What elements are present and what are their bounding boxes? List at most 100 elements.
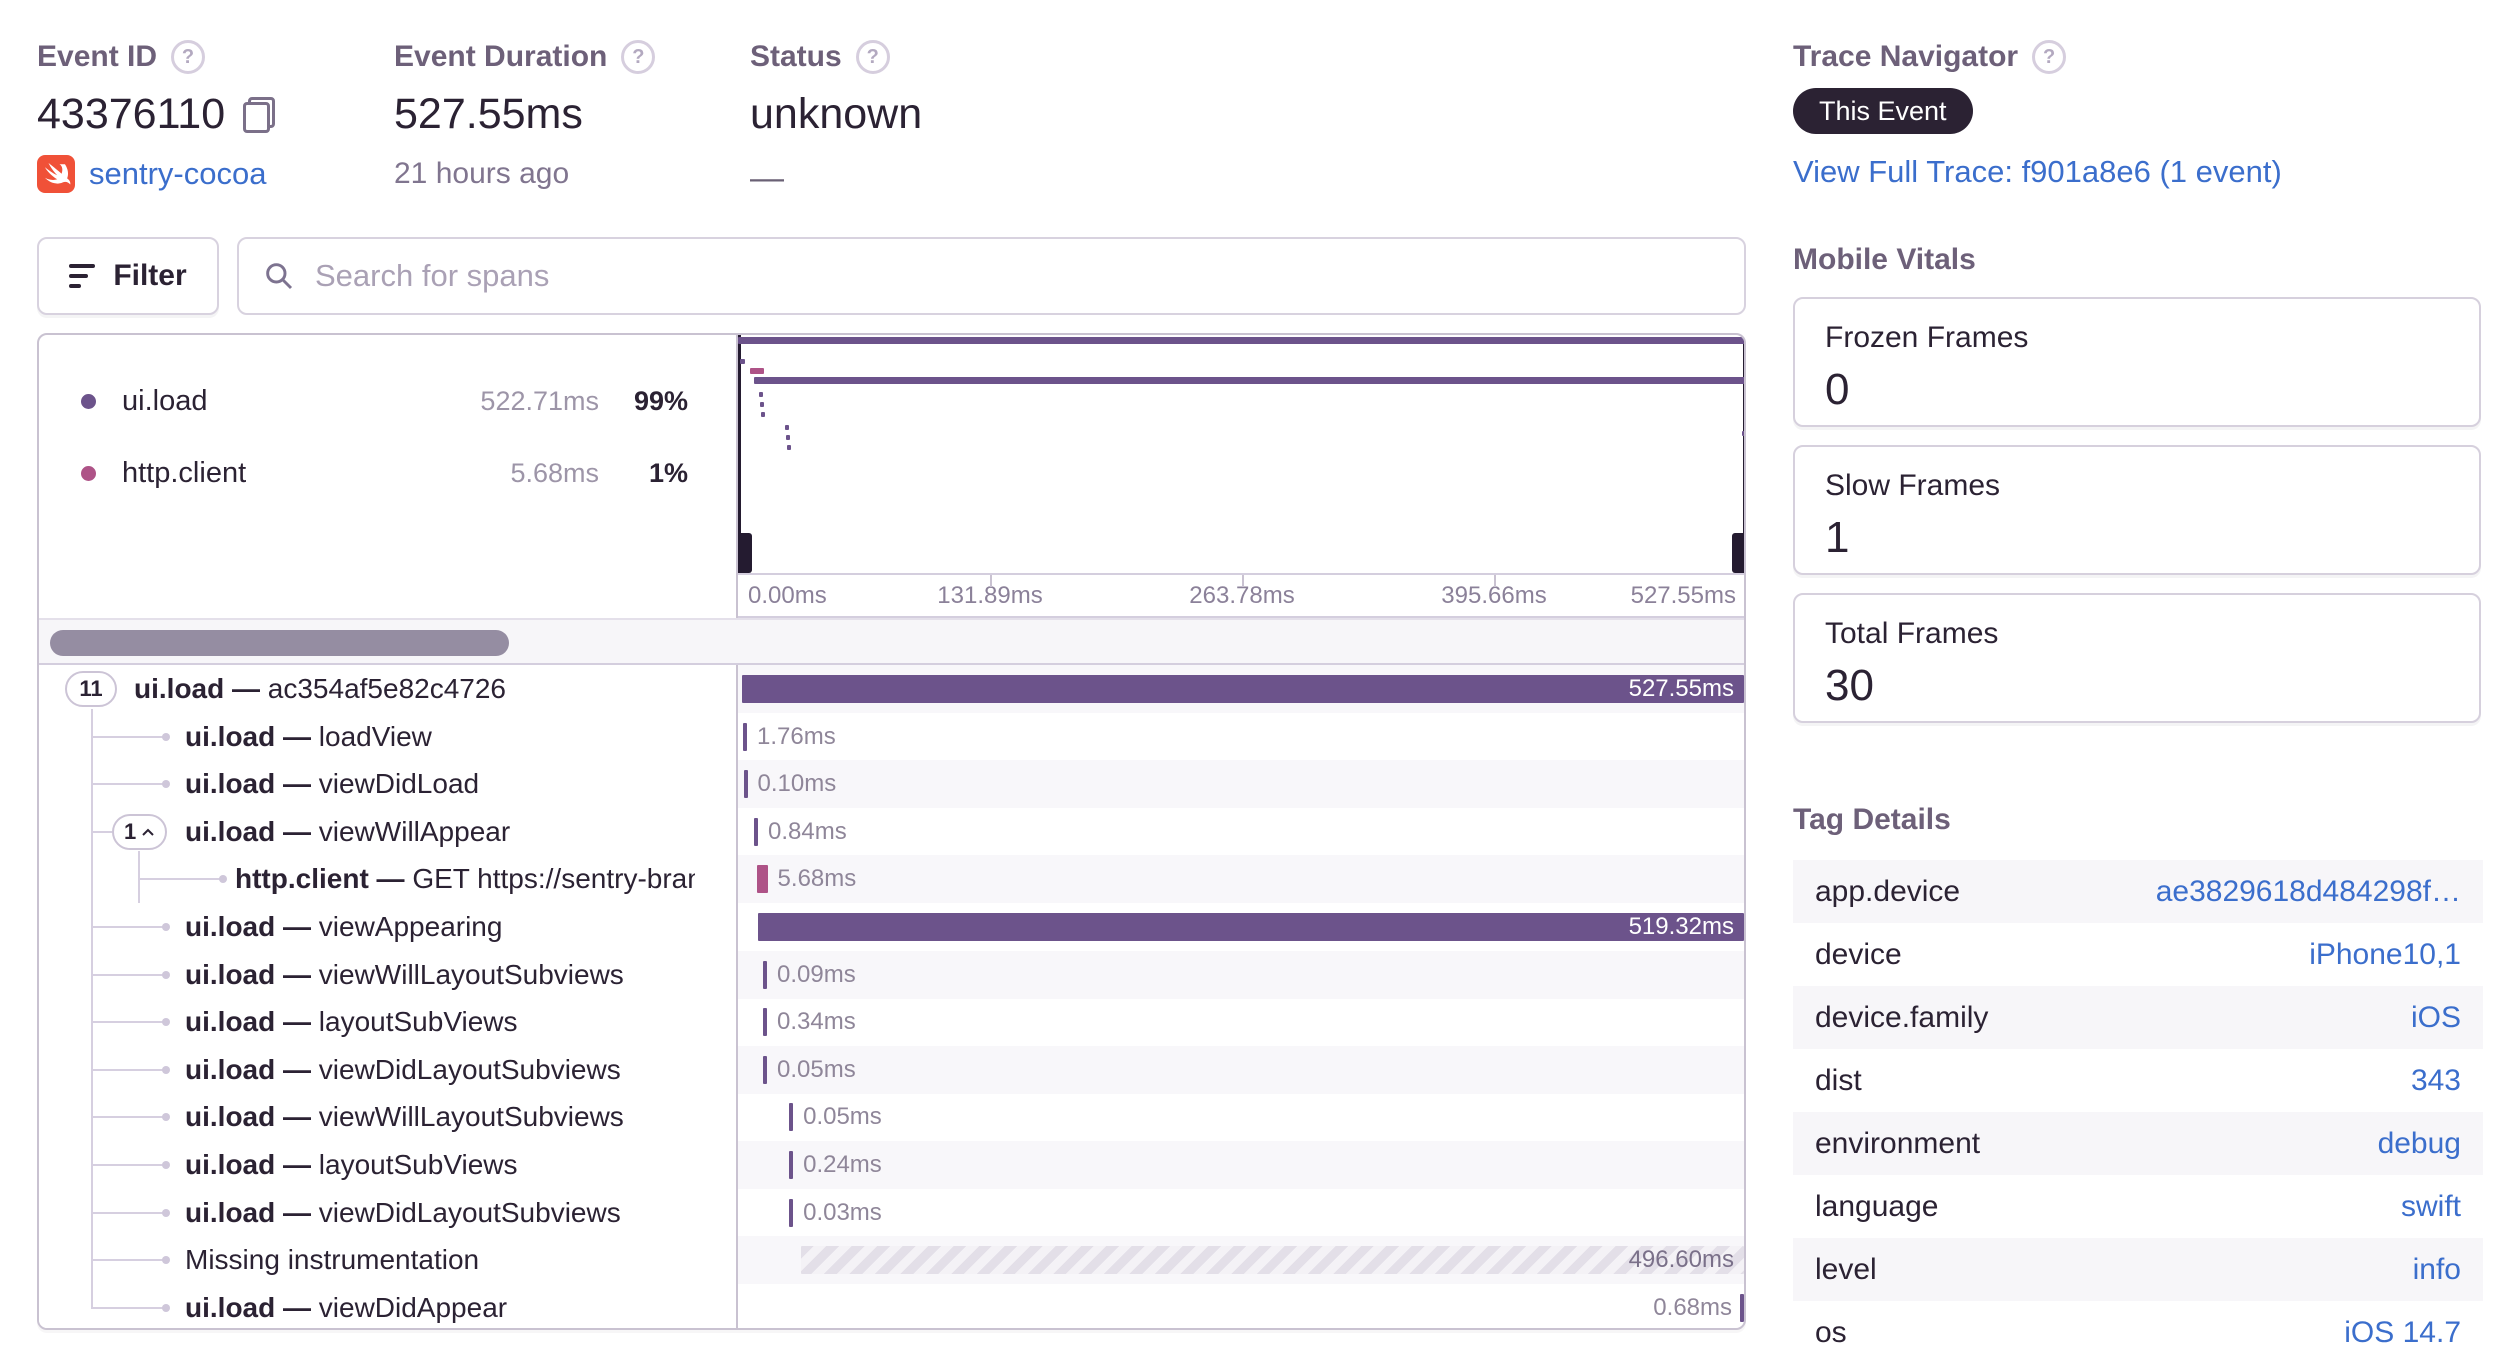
event-duration-block: Event Duration ? 527.55ms 21 hours ago (394, 40, 656, 191)
span-title: ui.load — ac354af5e82c4726 (134, 673, 506, 704)
event-duration-help-icon[interactable]: ? (621, 40, 656, 74)
tag-key: os (1815, 1315, 1847, 1349)
span-duration-label: 1.76ms (757, 722, 836, 750)
search-input[interactable] (313, 257, 1720, 295)
event-duration-value: 527.55ms (394, 90, 583, 138)
span-tree-cell: ui.load — viewDidLayoutSubviews (39, 1045, 736, 1094)
minimap-span-mark (760, 402, 765, 407)
status-help-icon[interactable]: ? (855, 40, 890, 74)
panel-divider[interactable] (736, 335, 738, 1328)
span-duration-bar[interactable] (789, 1198, 794, 1227)
tree-connector (91, 1259, 165, 1262)
tag-value-link[interactable]: ae3829618d484298f… (2155, 874, 2461, 908)
minimap-right-edge[interactable] (1743, 335, 1744, 573)
span-children-toggle[interactable]: 1 (112, 813, 168, 850)
span-row[interactable]: ui.load — viewDidLoad 0.10ms (39, 760, 1744, 809)
tag-value-link[interactable]: iOS 14.7 (2344, 1315, 2461, 1349)
span-row[interactable]: 11 ui.load — ac354af5e82c4726 527.55ms (39, 665, 1744, 713)
copy-icon[interactable] (243, 96, 276, 133)
tag-key: device.family (1815, 1000, 1989, 1034)
span-row[interactable]: ui.load — viewDidLayoutSubviews 0.05ms (39, 1045, 1744, 1094)
span-row[interactable]: ui.load — viewDidAppear 0.68ms (39, 1283, 1744, 1328)
span-row[interactable]: ui.load — viewDidLayoutSubviews 0.03ms (39, 1188, 1744, 1237)
span-row[interactable]: ui.load — viewWillLayoutSubviews 0.09ms (39, 950, 1744, 999)
legend-item-ui-load[interactable]: ui.load 522.71ms 99% (39, 377, 736, 425)
span-duration-label: 5.68ms (777, 865, 857, 893)
vital-value: 1 (1825, 513, 1850, 562)
span-row[interactable]: http.client — GET https://sentry-brand.s… (39, 855, 1744, 904)
tag-value-link[interactable]: iPhone10,1 (2309, 937, 2461, 971)
project-link[interactable]: sentry-cocoa (89, 156, 267, 191)
span-duration-bar[interactable] (754, 817, 759, 846)
span-title: ui.load — viewDidLayoutSubviews (185, 1053, 621, 1085)
trace-minimap[interactable] (738, 335, 1744, 573)
span-duration-bar[interactable]: 527.55ms (742, 675, 1744, 703)
span-tree-cell: ui.load — viewWillLayoutSubviews (39, 950, 736, 999)
span-bar-cell: 0.34ms (738, 998, 1744, 1046)
span-duration-label: 0.10ms (757, 770, 837, 798)
vital-label: Slow Frames (1825, 469, 2001, 502)
span-title: ui.load — viewDidLoad (185, 768, 480, 800)
tree-connector (91, 1068, 165, 1071)
vital-label: Frozen Frames (1825, 321, 2029, 354)
span-row[interactable]: ui.load — loadView 1.76ms (39, 712, 1744, 761)
status-value: unknown (750, 90, 923, 138)
minimap-left-edge[interactable] (738, 335, 741, 573)
span-duration-bar[interactable]: 496.60ms (801, 1246, 1744, 1275)
minimap-left-handle[interactable] (738, 533, 752, 573)
span-duration-bar[interactable] (743, 770, 748, 799)
event-id-help-icon[interactable]: ? (171, 40, 206, 74)
waterfall-scrollbar-track[interactable] (39, 618, 1744, 665)
span-duration-label: 0.34ms (777, 1008, 856, 1036)
legend-item-http-client[interactable]: http.client 5.68ms 1% (39, 449, 736, 497)
tree-connector (91, 973, 165, 976)
event-age: 21 hours ago (394, 157, 570, 190)
span-duration-bar[interactable] (789, 1151, 794, 1179)
span-duration-bar[interactable] (789, 1103, 794, 1132)
span-children-toggle[interactable]: 11 (65, 671, 117, 707)
vital-card-slow-frames: Slow Frames 1 (1793, 445, 2481, 575)
span-tree-cell: Missing instrumentation (39, 1236, 736, 1285)
tag-key: dist (1815, 1063, 1862, 1097)
span-tree-cell: ui.load — viewDidLoad (39, 760, 736, 809)
http-client-dot-icon (81, 465, 96, 481)
span-row[interactable]: ui.load — viewWillLayoutSubviews 0.05ms (39, 1093, 1744, 1142)
span-duration-bar[interactable] (763, 1008, 768, 1037)
axis-tick-mark (1494, 575, 1496, 587)
span-duration-bar[interactable]: 519.32ms (758, 913, 1744, 941)
mobile-vitals-heading: Mobile Vitals (1793, 243, 1976, 276)
span-row[interactable]: 1 ui.load — viewWillAppear 0.84ms (39, 807, 1744, 856)
span-duration-bar[interactable] (763, 960, 768, 989)
tag-value-link[interactable]: 343 (2410, 1063, 2461, 1097)
span-duration-label: 0.09ms (777, 960, 856, 988)
tag-value-link[interactable]: swift (2401, 1189, 2461, 1223)
trace-navigator-help-icon[interactable]: ? (2032, 40, 2067, 74)
span-duration-bar[interactable] (756, 865, 768, 894)
status-block: Status ? unknown — (750, 40, 922, 198)
span-tree-cell: ui.load — layoutSubViews (39, 998, 736, 1047)
tree-trunk-line (91, 709, 93, 1308)
span-row[interactable]: ui.load — layoutSubViews 0.24ms (39, 1141, 1744, 1189)
legend-duration: 522.71ms (480, 385, 599, 416)
span-row[interactable]: ui.load — viewAppearing 519.32ms (39, 903, 1744, 951)
tag-value-link[interactable]: iOS (2410, 1000, 2461, 1034)
filter-button[interactable]: Filter (37, 237, 219, 315)
status-label: Status (750, 40, 842, 73)
tag-value-link[interactable]: info (2412, 1252, 2461, 1286)
waterfall-scrollbar-thumb[interactable] (50, 630, 509, 656)
span-row[interactable]: ui.load — layoutSubViews 0.34ms (39, 998, 1744, 1047)
minimap-span-mark (1741, 431, 1744, 436)
span-row[interactable]: Missing instrumentation 496.60ms (39, 1236, 1744, 1285)
event-id-label: Event ID (37, 40, 158, 73)
span-tree-cell: http.client — GET https://sentry-brand.s… (39, 855, 736, 904)
span-tree-cell: ui.load — viewDidLayoutSubviews (39, 1188, 736, 1237)
span-duration-bar[interactable] (743, 722, 747, 751)
span-duration-bar[interactable] (763, 1055, 768, 1084)
view-full-trace-link[interactable]: View Full Trace: f901a8e6 (1 event) (1793, 154, 2282, 189)
trace-navigator-label: Trace Navigator (1793, 40, 2019, 73)
span-duration-bar[interactable] (1739, 1293, 1744, 1322)
filter-button-label: Filter (113, 259, 187, 292)
minimap-right-handle[interactable] (1732, 533, 1744, 573)
tag-value-link[interactable]: debug (2377, 1126, 2461, 1160)
